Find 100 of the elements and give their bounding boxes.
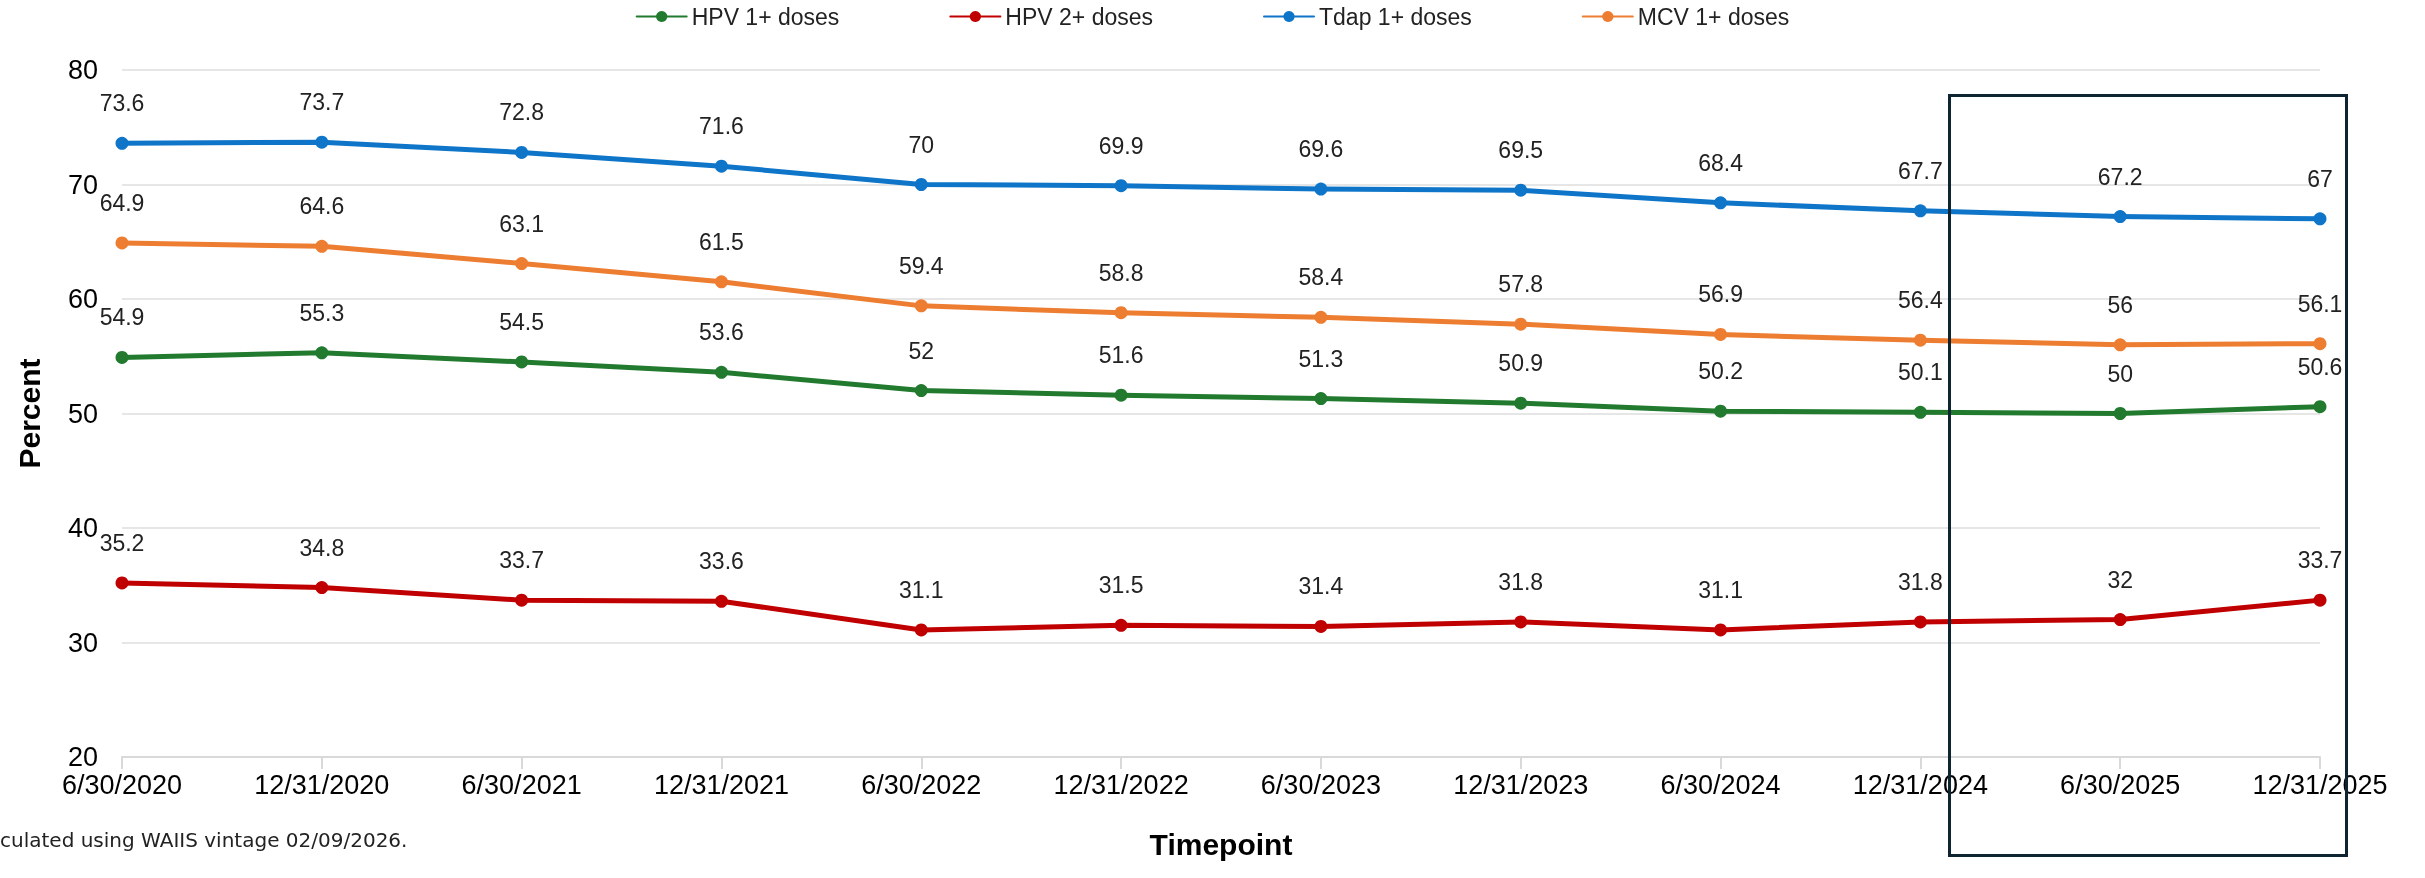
point (1314, 310, 1328, 324)
data-label: 51.6 (1098, 342, 1144, 369)
data-label: 72.8 (499, 99, 545, 126)
legend-label: HPV 1+ doses (691, 3, 840, 30)
y-axis-title: Percent (12, 358, 46, 469)
data-label: 34.8 (299, 534, 345, 561)
point (115, 136, 129, 150)
data-label: 50.1 (1897, 359, 1943, 386)
data-label: 56 (2107, 291, 2133, 318)
data-label: 55.3 (299, 299, 345, 326)
point (315, 135, 329, 149)
x-tick-label: 12/31/2022 (1053, 769, 1189, 800)
data-label: 31.1 (1698, 576, 1743, 603)
y-tick-label: 60 (67, 284, 98, 314)
y-tick-label: 40 (67, 513, 98, 543)
y-tick-label: 70 (67, 169, 98, 200)
point (1114, 618, 1128, 632)
point (115, 350, 129, 364)
data-label: 59.4 (898, 252, 944, 279)
point (1514, 317, 1528, 331)
point (1714, 404, 1728, 418)
point (714, 275, 728, 289)
data-label: 51.3 (1298, 345, 1344, 372)
point (1913, 405, 1927, 419)
data-label: 63.1 (499, 210, 545, 237)
point (1913, 615, 1927, 629)
data-label: 52 (908, 337, 935, 364)
point (1714, 328, 1728, 341)
data-label: 50.2 (1698, 358, 1743, 385)
x-tick-label: 6/30/2020 (61, 769, 183, 800)
point (1913, 204, 1927, 218)
legend-label: Tdap 1+ doses (1319, 3, 1472, 30)
data-label: 64.6 (299, 193, 345, 220)
point (1514, 396, 1528, 410)
x-tick-label: 12/31/2023 (1453, 769, 1589, 800)
point (1714, 623, 1728, 637)
data-label: 61.5 (699, 228, 744, 255)
point (914, 299, 928, 313)
y-tick-label: 30 (67, 627, 98, 658)
point (914, 623, 928, 637)
data-label: 56.1 (2297, 290, 2343, 317)
point (1514, 183, 1528, 197)
x-tick-label: 6/30/2024 (1660, 769, 1781, 800)
x-tick-label: 6/30/2023 (1260, 769, 1381, 800)
data-label: 69.9 (1098, 132, 1144, 159)
data-label: 56.9 (1698, 281, 1743, 308)
point (1913, 333, 1927, 347)
data-label: 68.4 (1698, 149, 1744, 176)
data-label: 67.2 (2097, 163, 2143, 190)
point (2313, 400, 2327, 414)
point (515, 257, 529, 270)
legend-label: HPV 2+ doses (1005, 3, 1154, 30)
data-label: 57.8 (1498, 271, 1544, 298)
x-tick-label: 6/30/2021 (461, 769, 582, 800)
data-label: 69.6 (1298, 136, 1344, 163)
data-label: 31.4 (1298, 573, 1344, 600)
point (2113, 407, 2127, 420)
point (714, 365, 728, 379)
x-axis-title: Timepoint (1149, 827, 1293, 861)
text: culated using WAIIS vintage 02/09/2026. (0, 828, 408, 852)
point (315, 239, 329, 253)
point (914, 384, 928, 398)
data-label: 73.7 (299, 89, 345, 116)
data-label: 69.5 (1498, 137, 1544, 164)
data-label: 50.6 (2297, 353, 2343, 380)
data-label: 58.4 (1298, 264, 1344, 291)
point (2113, 613, 2127, 627)
data-label: 32 (2107, 566, 2133, 593)
data-label: 56.4 (1897, 287, 1943, 314)
point (115, 236, 129, 250)
point (2313, 337, 2327, 351)
x-tick-label: 6/30/2025 (2060, 769, 2181, 800)
point (2113, 338, 2127, 352)
y-tick-label: 20 (67, 742, 98, 772)
point (914, 178, 928, 191)
data-label: 54.9 (99, 304, 145, 331)
point (1714, 196, 1728, 210)
point (515, 355, 529, 369)
point (315, 581, 329, 595)
data-label: 58.8 (1098, 259, 1144, 286)
point (315, 346, 329, 360)
data-label: 33.7 (499, 547, 545, 574)
y-tick-label: 50 (67, 398, 98, 429)
point (2113, 210, 2127, 224)
point (1514, 615, 1528, 629)
data-label: 54.5 (499, 308, 545, 335)
point (1114, 306, 1128, 320)
point (1114, 179, 1128, 193)
point (714, 594, 728, 608)
data-label: 70 (908, 131, 935, 158)
point (1314, 182, 1328, 196)
point (2313, 593, 2327, 607)
x-tick-label: 12/31/2021 (653, 769, 790, 800)
data-label: 31.8 (1897, 568, 1943, 595)
legend-label: MCV 1+ doses (1637, 3, 1790, 30)
data-label: 50.9 (1498, 350, 1544, 377)
data-label: 67 (2307, 165, 2333, 192)
point (515, 145, 529, 159)
point (1314, 619, 1328, 633)
data-label: 31.1 (898, 576, 944, 603)
